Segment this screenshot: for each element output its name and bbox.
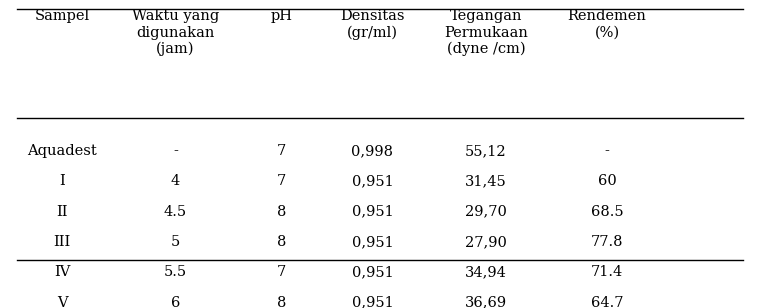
- Text: I: I: [59, 174, 65, 188]
- Text: 0,998: 0,998: [351, 144, 394, 158]
- Text: -: -: [605, 144, 610, 158]
- Text: 0,951: 0,951: [352, 235, 394, 249]
- Text: IV: IV: [54, 265, 70, 279]
- Text: Rendemen
(%): Rendemen (%): [568, 9, 647, 39]
- Text: V: V: [57, 296, 68, 308]
- Text: 55,12: 55,12: [465, 144, 507, 158]
- Text: Aquadest: Aquadest: [27, 144, 97, 158]
- Text: 68.5: 68.5: [591, 205, 623, 219]
- Text: 77.8: 77.8: [591, 235, 623, 249]
- Text: 7: 7: [277, 265, 287, 279]
- Text: II: II: [56, 205, 68, 219]
- Text: pH: pH: [271, 9, 293, 23]
- Text: 5: 5: [171, 235, 180, 249]
- Text: 4: 4: [171, 174, 180, 188]
- Text: 64.7: 64.7: [591, 296, 623, 308]
- Text: 29,70: 29,70: [465, 205, 507, 219]
- Text: 5.5: 5.5: [164, 265, 187, 279]
- Text: 7: 7: [277, 174, 287, 188]
- Text: 31,45: 31,45: [465, 174, 507, 188]
- Text: 71.4: 71.4: [591, 265, 623, 279]
- Text: 0,951: 0,951: [352, 174, 394, 188]
- Text: 60: 60: [598, 174, 616, 188]
- Text: 0,951: 0,951: [352, 296, 394, 308]
- Text: 8: 8: [277, 296, 287, 308]
- Text: 0,951: 0,951: [352, 205, 394, 219]
- Text: Sampel: Sampel: [34, 9, 90, 23]
- Text: III: III: [53, 235, 71, 249]
- Text: 0,951: 0,951: [352, 265, 394, 279]
- Text: 6: 6: [171, 296, 180, 308]
- Text: 27,90: 27,90: [465, 235, 507, 249]
- Text: 34,94: 34,94: [465, 265, 507, 279]
- Text: Waktu yang
digunakan
(jam): Waktu yang digunakan (jam): [132, 9, 219, 56]
- Text: Tegangan
Permukaan
(dyne /cm): Tegangan Permukaan (dyne /cm): [444, 9, 528, 56]
- Text: 4.5: 4.5: [164, 205, 187, 219]
- Text: 7: 7: [277, 144, 287, 158]
- Text: 36,69: 36,69: [465, 296, 507, 308]
- Text: 8: 8: [277, 205, 287, 219]
- Text: -: -: [173, 144, 178, 158]
- Text: 8: 8: [277, 235, 287, 249]
- Text: Densitas
(gr/ml): Densitas (gr/ml): [340, 9, 404, 40]
